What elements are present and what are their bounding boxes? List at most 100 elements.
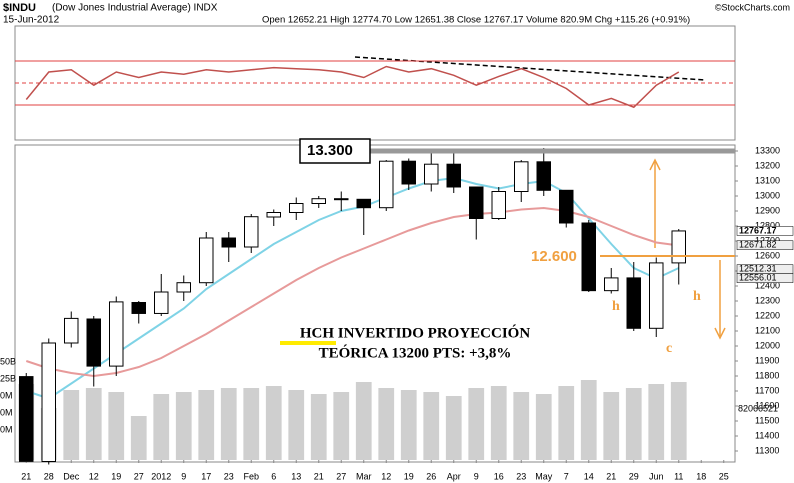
y-tick-label: 11500 xyxy=(755,415,779,425)
y-tick-label: 12900 xyxy=(755,205,780,215)
volume-bar xyxy=(85,388,102,460)
candle-body xyxy=(64,317,79,344)
price-label: 12767.17 xyxy=(739,225,777,235)
volume-bar xyxy=(468,388,485,460)
date: 15-Jun-2012 xyxy=(3,15,60,26)
x-tick-label: 23 xyxy=(224,471,234,481)
moving-average xyxy=(25,176,680,400)
volume-bar xyxy=(535,394,552,460)
volume-bar xyxy=(175,392,192,460)
level-label: 12.600 xyxy=(531,248,577,265)
trendline xyxy=(354,56,706,81)
candle-body xyxy=(131,302,146,314)
y-tick-label: 12000 xyxy=(755,340,780,350)
candle-body xyxy=(446,163,461,188)
pattern-label: c xyxy=(666,341,672,356)
volume-bar xyxy=(400,390,417,460)
candle-body xyxy=(244,216,259,248)
candle-body xyxy=(176,282,191,293)
volume-bar xyxy=(423,392,440,460)
candle-body xyxy=(401,160,416,185)
annotation: HCH INVERTIDO PROYECCIÓN xyxy=(300,324,530,341)
x-tick-label: 17 xyxy=(201,471,211,481)
y-tick-label: 11900 xyxy=(755,355,779,365)
x-tick-label: 29 xyxy=(629,471,639,481)
volume-label: 82066521 xyxy=(738,403,778,413)
candle-body xyxy=(334,198,349,201)
volume-bar xyxy=(333,392,350,460)
volume-bar xyxy=(355,382,372,460)
volume-bar xyxy=(243,388,260,460)
price-tag xyxy=(736,226,794,236)
y-tick-label: 12300 xyxy=(755,295,780,305)
x-tick-label: 25 xyxy=(719,471,729,481)
candle-body xyxy=(356,198,371,209)
x-tick-label: Apr xyxy=(447,471,461,481)
volume-bar xyxy=(130,416,147,460)
candle-body xyxy=(154,291,169,314)
price-label: 12512.31 xyxy=(739,264,777,274)
y-tick-label: 11800 xyxy=(755,370,779,380)
x-tick-label: 27 xyxy=(336,471,346,481)
x-tick-label: 19 xyxy=(404,471,414,481)
y-tick-label: 12400 xyxy=(755,280,780,290)
quote: Open 12652.21 High 12774.70 Low 12651.38… xyxy=(262,15,690,26)
volume-bar xyxy=(625,388,642,460)
level-box xyxy=(299,138,371,164)
price-label: 12671.82 xyxy=(739,240,777,250)
y-tick-label: 13300 xyxy=(755,145,780,155)
x-tick-label: 21 xyxy=(21,471,31,481)
candle-body xyxy=(581,222,596,292)
candle-body xyxy=(671,230,686,264)
x-tick-label: 27 xyxy=(134,471,144,481)
y-tick-label: 11400 xyxy=(755,430,779,440)
candle-body xyxy=(289,203,304,213)
y-tick-label: 12700 xyxy=(755,235,780,245)
x-tick-label: 9 xyxy=(181,471,186,481)
x-tick-label: 2012 xyxy=(151,471,171,481)
y-tick-label: 12600 xyxy=(755,250,780,260)
x-tick-label: 12 xyxy=(381,471,391,481)
volume-bar xyxy=(153,394,170,460)
pattern-label: h xyxy=(612,299,620,314)
x-tick-label: 18 xyxy=(696,471,706,481)
level-label: 13.300 xyxy=(307,142,353,159)
annotation: TEÓRICA 13200 PTS: +3,8% xyxy=(319,344,512,361)
candle-body xyxy=(649,262,664,329)
source: ©StockCharts.com xyxy=(715,2,790,12)
x-tick-label: 12 xyxy=(89,471,99,481)
y-tick-label: 12100 xyxy=(755,325,780,335)
y-tick-label: 11300 xyxy=(755,445,779,455)
volume-bar xyxy=(558,386,575,460)
price-tag xyxy=(736,273,794,283)
volume-bar xyxy=(445,396,462,460)
candle-body xyxy=(41,342,56,462)
x-tick-label: 9 xyxy=(474,471,479,481)
price-frame xyxy=(14,144,736,463)
volume-axis-label: 0M xyxy=(0,390,13,400)
price-tag xyxy=(736,240,794,250)
x-tick-label: 23 xyxy=(516,471,526,481)
candle-body xyxy=(266,212,281,218)
y-tick-label: 13200 xyxy=(755,160,780,170)
x-tick-label: 21 xyxy=(606,471,616,481)
volume-axis-label: 0M xyxy=(0,407,13,417)
volume-bar xyxy=(490,386,507,460)
candle-body xyxy=(109,301,124,367)
candle-body xyxy=(379,160,394,209)
x-tick-label: 6 xyxy=(271,471,276,481)
candle-body xyxy=(559,189,574,224)
volume-bar xyxy=(670,382,687,460)
x-tick-label: 26 xyxy=(426,471,436,481)
candle-body xyxy=(536,161,551,191)
candle-body xyxy=(424,163,439,185)
candle-body xyxy=(19,376,34,462)
x-tick-label: 16 xyxy=(494,471,504,481)
volume-bar xyxy=(580,380,597,460)
arrow-head xyxy=(649,158,661,171)
candle-body xyxy=(491,191,506,219)
volume-bar xyxy=(108,392,125,460)
candle-body xyxy=(514,161,529,193)
oscillator-line xyxy=(25,65,680,109)
